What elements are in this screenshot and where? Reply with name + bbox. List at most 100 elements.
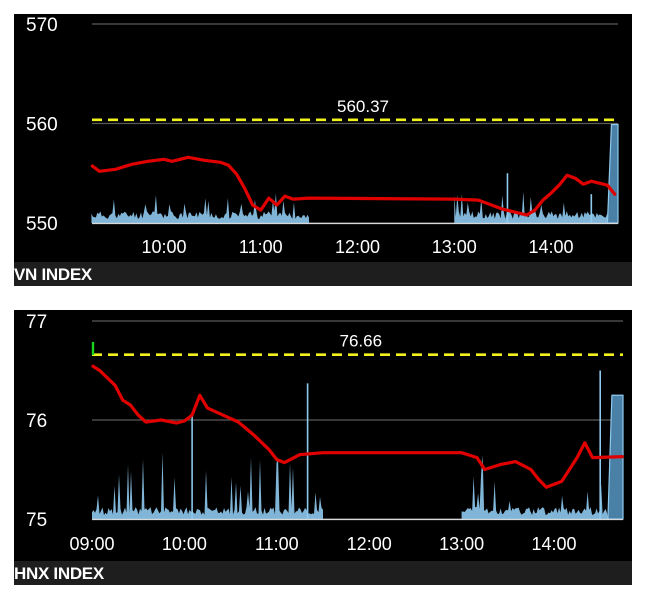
hnx-index-point	[461, 452, 463, 454]
hnx-index-point	[114, 384, 116, 386]
hnx-index-point	[237, 421, 239, 423]
hnx-index-point	[176, 422, 178, 424]
vn-x-tick-label: 13:00	[432, 237, 477, 257]
hnx-volume-area	[92, 452, 323, 519]
hnx-x-tick-label: 13:00	[439, 534, 484, 554]
vn-index-chart: 550 560 570 560.37 10:00 11:00 12:00 13:00 14:00…	[14, 14, 632, 286]
vn-index-point	[147, 160, 149, 162]
hnx-index-point	[206, 407, 209, 409]
vn-volume-area	[454, 191, 608, 223]
vn-index-point	[131, 163, 133, 165]
vn-index-title: VN INDEX	[14, 265, 92, 284]
hnx-index-chart: 75 76 77 76.66 09:00 10:00 11:00 12:00 13:00 14:0…	[14, 310, 632, 585]
vn-index-point	[171, 160, 173, 162]
hnx-index-plot: 75 76 77 76.66 09:00 10:00 11:00 12:00 13:00 14:0…	[26, 312, 624, 554]
vn-index-point	[235, 173, 238, 175]
vn-index-point	[227, 164, 230, 166]
hnx-index-title: HNX INDEX	[14, 564, 104, 583]
vn-index-point	[268, 197, 270, 199]
hnx-index-point	[545, 486, 547, 488]
vn-x-tick-label: 14:00	[528, 237, 573, 257]
vn-index-point	[260, 209, 262, 211]
vn-index-point	[187, 156, 189, 158]
vn-index-point	[614, 194, 617, 196]
hnx-volume-area	[461, 455, 608, 519]
hnx-index-point	[183, 420, 185, 422]
hnx-index-point	[129, 404, 132, 406]
vn-index-point	[566, 174, 568, 176]
hnx-index-point	[268, 449, 270, 451]
vn-closing-volume-block	[606, 123, 619, 224]
hnx-x-tick-label: 14:00	[531, 534, 576, 554]
vn-y-tick-label: 570	[26, 15, 58, 36]
vn-index-point	[98, 170, 101, 172]
hnx-index-point	[576, 457, 578, 459]
vn-index-point	[534, 209, 536, 211]
vn-x-tick-label: 12:00	[335, 237, 380, 257]
vn-index-point	[542, 199, 544, 201]
hnx-index-point	[145, 421, 147, 423]
hnx-index-point	[199, 394, 201, 396]
vn-index-point	[244, 187, 246, 189]
vn-index-plot: 550 560 570 560.37 10:00 11:00 12:00 13:00 14:00	[26, 15, 619, 257]
vn-index-point	[163, 158, 165, 160]
vn-index-point	[284, 195, 286, 197]
hnx-x-tick-label: 09:00	[69, 534, 114, 554]
vn-index-point	[252, 204, 254, 206]
hnx-index-point	[584, 442, 586, 444]
hnx-index-point	[622, 456, 624, 458]
vn-index-point	[526, 214, 528, 216]
hnx-index-point	[561, 480, 563, 482]
hnx-index-point	[160, 419, 162, 421]
hnx-index-point	[484, 468, 486, 471]
vn-y-tick-label: 560	[26, 115, 58, 136]
hnx-index-point	[122, 399, 124, 401]
vn-index-label-bar: VN INDEX	[14, 262, 632, 286]
hnx-y-tick-label: 77	[26, 312, 47, 333]
vn-index-point	[550, 192, 552, 194]
hnx-index-point	[283, 461, 286, 464]
vn-index-point	[90, 164, 93, 166]
vn-index-point	[574, 177, 576, 179]
hnx-y-tick-label: 76	[26, 411, 47, 432]
hnx-index-point	[222, 414, 224, 416]
vn-index-point	[582, 183, 584, 185]
vn-index-point	[308, 197, 310, 199]
hnx-index-point	[276, 459, 278, 461]
vn-index-point	[292, 198, 294, 200]
hnx-index-label-bar: HNX INDEX	[14, 561, 632, 585]
vn-y-tick-label: 550	[26, 214, 58, 235]
vn-index-point	[219, 161, 222, 163]
hnx-index-line	[91, 364, 624, 489]
vn-reference-label: 560.37	[337, 97, 389, 116]
vn-x-tick-label: 10:00	[141, 237, 186, 257]
hnx-x-tick-label: 11:00	[255, 534, 299, 554]
vn-index-point	[518, 212, 520, 214]
vn-index-point	[276, 204, 278, 206]
vn-index-line	[90, 155, 617, 217]
hnx-x-tick-label: 10:00	[162, 534, 207, 554]
hnx-index-point	[322, 452, 324, 454]
hnx-index-point	[91, 364, 93, 367]
hnx-reference-label: 76.66	[340, 332, 383, 351]
hnx-index-point	[568, 468, 571, 471]
vn-x-tick-label: 11:00	[239, 237, 283, 257]
hnx-index-point	[514, 460, 517, 463]
hnx-index-point	[499, 463, 501, 466]
hnx-y-tick-label: 75	[26, 510, 47, 531]
hnx-index-point	[530, 468, 532, 471]
vn-index-point	[502, 208, 504, 210]
vn-index-point	[115, 168, 117, 170]
vn-index-point	[203, 159, 205, 161]
hnx-index-point	[476, 457, 478, 459]
hnx-index-point	[591, 457, 594, 459]
hnx-index-point	[253, 434, 255, 436]
vn-volume-area	[91, 193, 310, 223]
hnx-index-point	[299, 454, 301, 456]
vn-index-point	[606, 184, 609, 186]
vn-index-point	[477, 199, 480, 201]
hnx-index-point	[137, 414, 139, 416]
vn-index-point	[590, 180, 592, 182]
hnx-index-point	[538, 478, 540, 480]
vn-index-point	[453, 198, 455, 200]
